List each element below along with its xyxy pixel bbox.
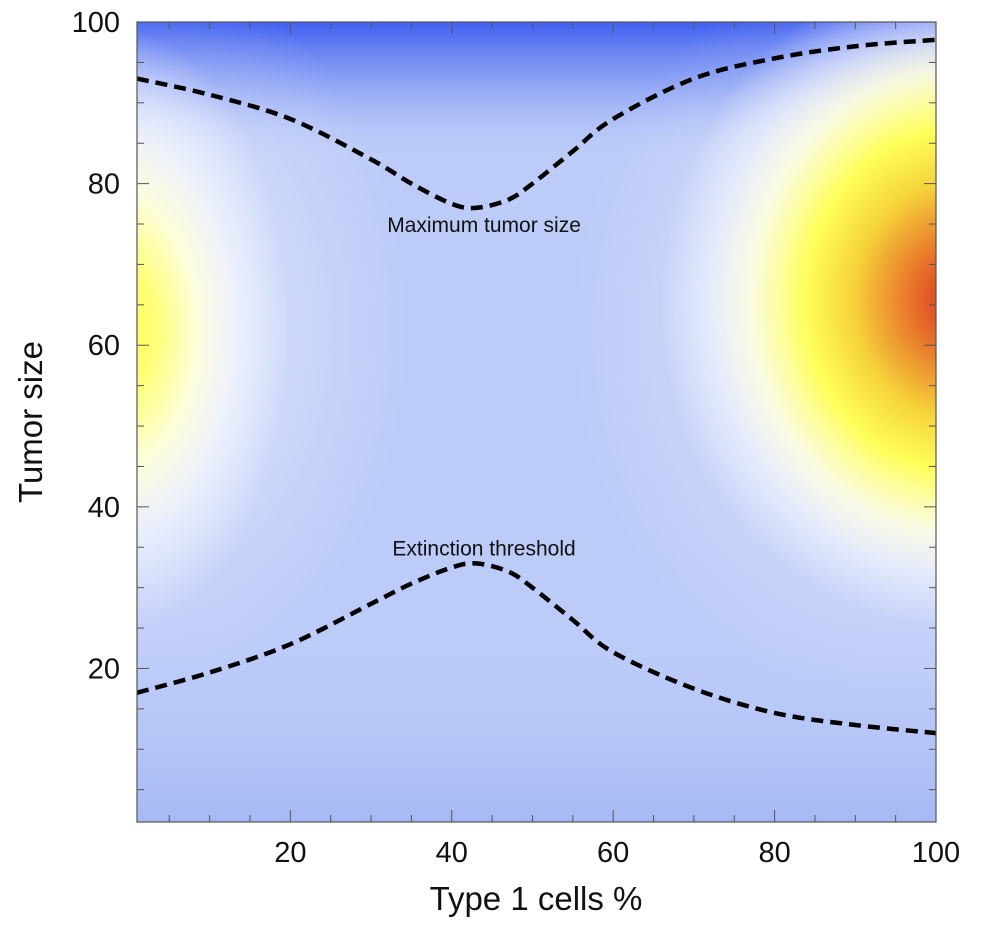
y-axis-title: Tumor size	[12, 341, 49, 503]
annotations-layer: Maximum tumor size Extinction threshold	[387, 214, 581, 560]
y-tick-label: 20	[88, 653, 120, 685]
heatmap-hot-spot-right	[660, 22, 936, 629]
heatmap-hot-spot-left	[137, 31, 290, 629]
x-tick-label: 60	[597, 837, 629, 869]
x-tick-label: 40	[436, 837, 468, 869]
y-tick-label: 60	[88, 330, 120, 362]
annotation-extinction-threshold: Extinction threshold	[392, 537, 575, 560]
curves-layer	[137, 37, 936, 736]
plot-area	[137, 22, 936, 822]
x-tick-label: 100	[912, 837, 960, 869]
y-tick-label: 100	[72, 7, 120, 39]
x-axis-title: Type 1 cells %	[430, 880, 643, 917]
x-tick-label: 80	[758, 837, 790, 869]
annotation-maximum-tumor-size: Maximum tumor size	[387, 214, 581, 237]
series-line-maximum-tumor-size	[137, 37, 936, 211]
x-tick-label: 20	[274, 837, 306, 869]
y-tick-label: 80	[88, 169, 120, 201]
ticks-layer	[137, 21, 937, 822]
y-tick-label: 40	[88, 492, 120, 524]
plot-frame	[136, 21, 937, 823]
tick-labels-layer: 20 40 60 80 100 20 40 60 80 100	[72, 7, 961, 869]
series-line-extinction-threshold	[137, 561, 936, 736]
